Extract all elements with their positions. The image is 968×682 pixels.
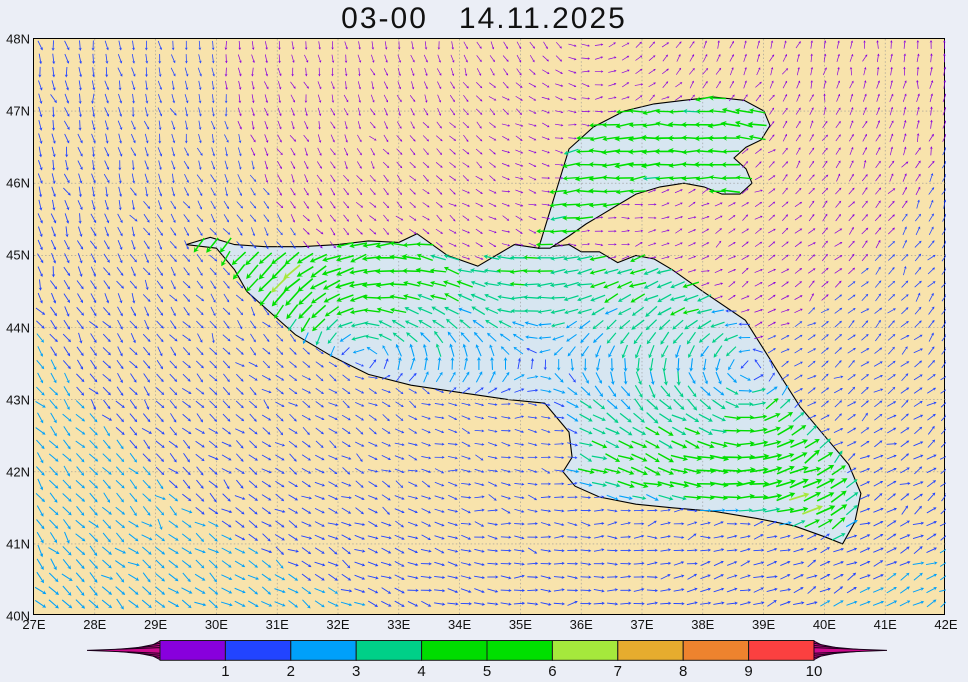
svg-text:2: 2 bbox=[287, 663, 295, 680]
svg-text:9: 9 bbox=[744, 663, 752, 680]
svg-text:1: 1 bbox=[221, 663, 229, 680]
svg-text:3: 3 bbox=[352, 663, 360, 680]
svg-text:5: 5 bbox=[483, 663, 491, 680]
svg-text:6: 6 bbox=[548, 663, 556, 680]
svg-text:8: 8 bbox=[679, 663, 687, 680]
svg-text:4: 4 bbox=[417, 663, 425, 680]
svg-text:10: 10 bbox=[806, 663, 823, 680]
svg-text:7: 7 bbox=[614, 663, 622, 680]
